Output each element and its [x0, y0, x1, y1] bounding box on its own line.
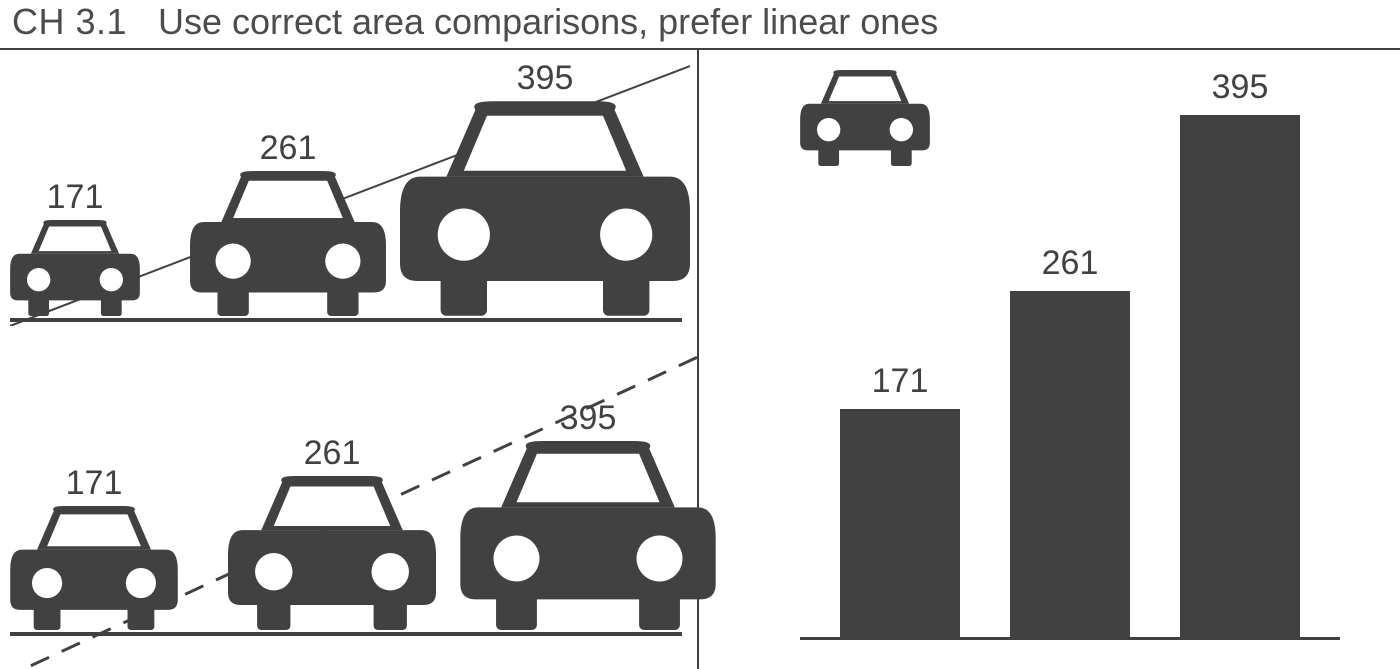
bar-chart: 171 261 395	[800, 80, 1340, 640]
bar-rect	[1010, 291, 1130, 637]
panel-linear-scaled-icons: 171 261 395	[10, 58, 690, 316]
car-icon	[800, 70, 930, 171]
car-pictograph: 171	[10, 466, 178, 630]
value-label: 261	[304, 436, 361, 470]
car-icon	[10, 506, 178, 630]
panel-area-scaled-icons: 171 261 395	[10, 360, 690, 630]
car-pictograph: 395	[400, 61, 690, 316]
figure-title: CH 3.1 Use correct area comparisons, pre…	[12, 1, 938, 43]
car-icon	[190, 171, 386, 316]
car-icon	[228, 476, 436, 630]
value-label: 395	[1212, 68, 1269, 107]
value-label: 261	[1042, 244, 1099, 283]
value-label: 395	[560, 401, 617, 435]
chart-baseline	[800, 637, 1340, 640]
value-label: 261	[260, 131, 317, 165]
car-icon	[10, 220, 140, 316]
car-icon	[400, 101, 690, 316]
bar: 171	[840, 409, 960, 637]
car-pictograph: 261	[190, 131, 386, 316]
bar-rect	[1180, 115, 1300, 637]
figure: CH 3.1 Use correct area comparisons, pre…	[0, 0, 1400, 669]
car-pictograph: 395	[460, 401, 716, 630]
value-label: 395	[517, 61, 574, 95]
car-icon	[460, 441, 716, 630]
bar-rect	[840, 409, 960, 637]
bar: 261	[1010, 291, 1130, 637]
panel-baseline	[10, 632, 682, 636]
panel-baseline	[10, 318, 682, 322]
value-label: 171	[66, 466, 123, 500]
title-text: Use correct area comparisons, prefer lin…	[158, 1, 938, 42]
car-pictograph: 261	[228, 436, 436, 630]
value-label: 171	[47, 180, 104, 214]
bar: 395	[1180, 115, 1300, 637]
car-pictograph: 171	[10, 180, 140, 316]
chapter-number: CH 3.1	[12, 1, 127, 42]
value-label: 171	[872, 362, 929, 401]
title-rule	[0, 48, 1400, 50]
